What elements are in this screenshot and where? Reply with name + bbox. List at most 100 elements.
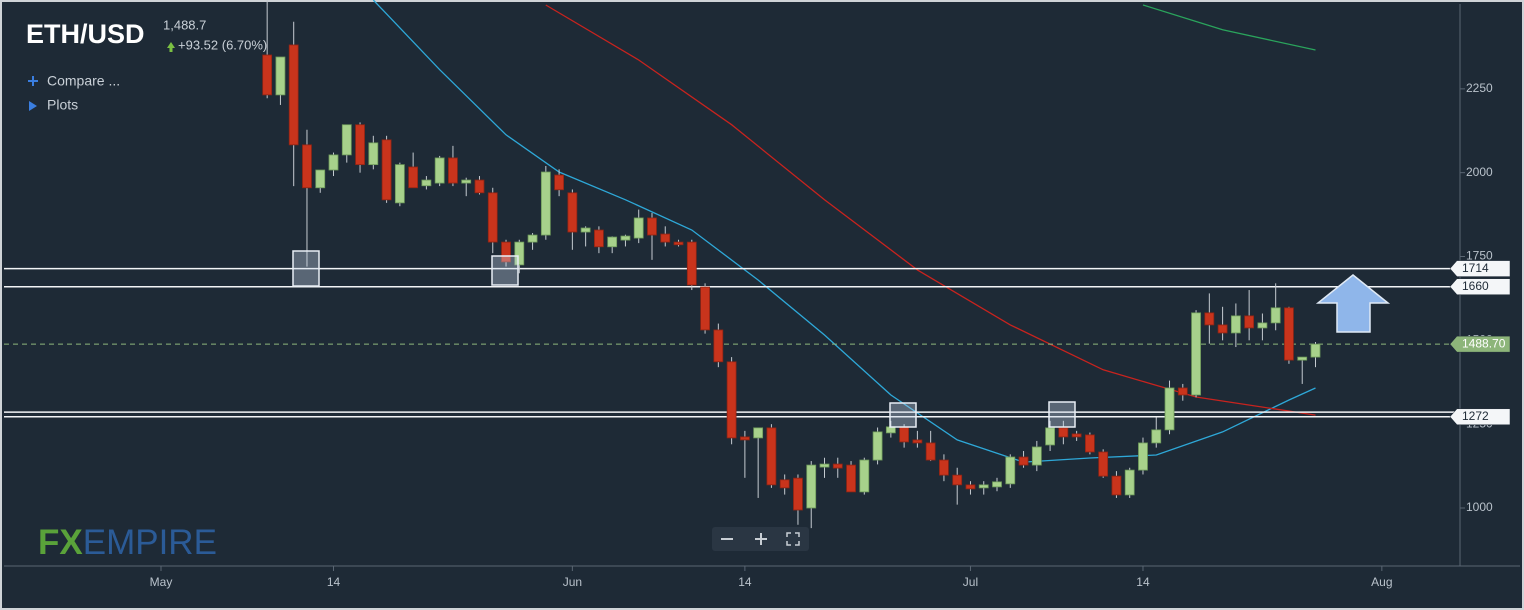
up-icon — [167, 42, 175, 52]
candle-body — [1005, 456, 1016, 485]
box — [889, 402, 917, 428]
candle-body — [660, 233, 671, 243]
candle-body — [739, 436, 750, 441]
moving-average — [372, 0, 1316, 463]
change: +93.52 (6.70%) — [178, 37, 267, 52]
box — [491, 255, 519, 286]
candle-body — [408, 166, 419, 189]
candle-body — [262, 54, 273, 96]
last-price-tag: 1488.70 — [1462, 336, 1506, 350]
x-tick-label: Jun — [563, 575, 582, 589]
candle-body — [514, 241, 525, 266]
candle-body — [952, 474, 963, 486]
candle-body — [1204, 312, 1215, 326]
x-tick-label: Aug — [1371, 575, 1392, 589]
x-tick-label: 14 — [327, 575, 341, 589]
x-tick-label: Jul — [963, 575, 978, 589]
y-tick-label: 1750 — [1466, 249, 1493, 263]
symbol: ETH/USD — [26, 19, 145, 49]
price-tags: 1714 1660 1272 1488.70 — [1449, 260, 1511, 426]
plot-area: 100012501500175020002250May14Jun14Jul14A… — [4, 0, 1493, 589]
last-price-tag-bg — [1449, 335, 1511, 353]
box — [1048, 401, 1076, 428]
candle-body — [673, 241, 684, 246]
level-tag: 1272 — [1462, 409, 1489, 423]
candle-body — [1124, 469, 1135, 496]
candle-body — [1138, 442, 1148, 471]
candle-body — [1177, 387, 1188, 396]
candle-body — [288, 44, 299, 146]
plus-icon[interactable] — [28, 76, 38, 86]
candle-body — [885, 426, 896, 434]
y-tick-label: 2000 — [1466, 165, 1493, 179]
candle-body — [501, 241, 511, 263]
zoom-in[interactable] — [755, 533, 767, 545]
candle-body — [1071, 433, 1082, 438]
candle-body — [328, 154, 339, 171]
level-tag: 1660 — [1462, 279, 1489, 293]
candle-body — [766, 427, 777, 486]
candle-body — [793, 477, 803, 511]
fullscreen[interactable] — [786, 532, 800, 546]
moving-average — [1142, 4, 1316, 51]
candle-body — [872, 431, 883, 461]
candle-body — [726, 361, 737, 439]
candle-body — [474, 179, 485, 194]
level-tag-bg — [1449, 260, 1511, 277]
candle-body — [819, 463, 830, 468]
candle-body — [1058, 427, 1069, 438]
candle-body — [633, 217, 644, 239]
candle-body — [713, 329, 724, 363]
candle-body — [1098, 451, 1109, 477]
candle-body — [540, 171, 551, 236]
candle-body — [381, 139, 392, 201]
candle-body — [1297, 356, 1308, 361]
candle-body — [567, 192, 578, 233]
play-icon[interactable] — [29, 101, 37, 111]
candle-body — [925, 442, 936, 461]
candle-body — [275, 56, 286, 96]
candle-body — [686, 241, 697, 286]
candle-body — [315, 169, 326, 189]
candle-body — [846, 464, 856, 493]
candle-body — [779, 479, 790, 489]
candle-body — [1111, 475, 1122, 496]
candle-body — [302, 144, 312, 189]
plots-menu[interactable]: Plots — [47, 97, 78, 113]
candle-body — [1217, 324, 1228, 334]
level-tag: 1714 — [1462, 261, 1489, 275]
candle-body — [965, 484, 976, 490]
candle-body — [1284, 307, 1294, 361]
brand-empire: EMPIRE — [83, 523, 217, 562]
box — [292, 250, 320, 287]
candle-body — [394, 164, 405, 204]
candle-body — [1230, 315, 1241, 334]
compare-menu[interactable]: Compare ... — [47, 73, 120, 89]
candle-body — [753, 427, 764, 439]
price: 1,488.7 — [163, 17, 206, 32]
brand-fx: FX — [38, 523, 83, 562]
candle-body — [620, 235, 631, 241]
annotation-boxes — [292, 250, 1076, 428]
candle-body — [899, 426, 910, 443]
candle-body — [1164, 387, 1175, 431]
candle-body — [939, 459, 949, 476]
candle-body — [580, 227, 591, 233]
candle-body — [859, 459, 870, 493]
candle-body — [434, 157, 445, 184]
candle-body — [607, 236, 618, 248]
candle-body — [461, 179, 472, 184]
candle-body — [421, 179, 432, 187]
x-tick-label: 14 — [1136, 575, 1150, 589]
y-tick-label: 2250 — [1466, 81, 1493, 95]
candle-body — [341, 124, 352, 156]
candle-body — [1257, 322, 1268, 329]
x-tick-label: 14 — [738, 575, 752, 589]
candle-body — [1031, 446, 1042, 466]
brand-logo: FXEMPIRE — [38, 523, 217, 562]
candle-body — [527, 234, 538, 243]
candle-body — [806, 464, 817, 509]
